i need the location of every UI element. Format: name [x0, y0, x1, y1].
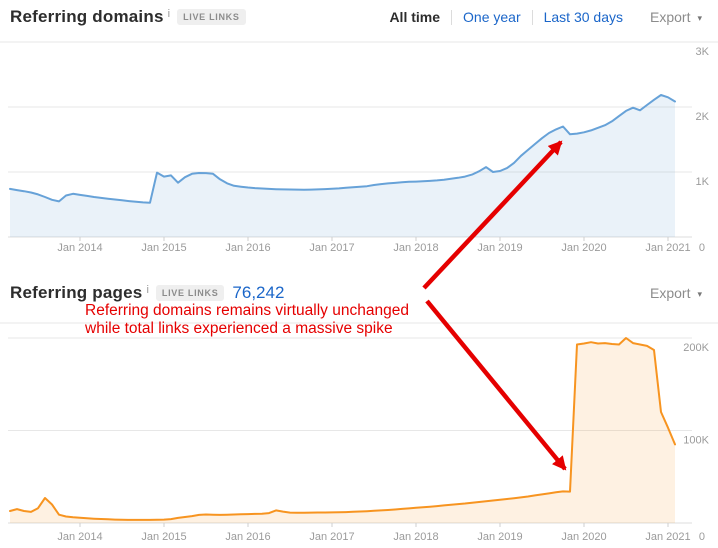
svg-text:Jan 2021: Jan 2021: [645, 531, 690, 543]
svg-text:3K: 3K: [696, 46, 710, 58]
chart-controls: All time One year Last 30 days Export ▾: [389, 9, 702, 25]
annotation-line-1: Referring domains remains virtually unch…: [85, 302, 409, 319]
referring-domains-header: Referring domains i LIVE LINKS All time …: [0, 3, 718, 31]
svg-text:Jan 2019: Jan 2019: [477, 242, 522, 254]
svg-text:Jan 2018: Jan 2018: [393, 531, 438, 543]
annotation-text: Referring domains remains virtually unch…: [85, 302, 409, 338]
svg-text:0: 0: [699, 242, 705, 254]
export-label: Export: [650, 9, 691, 25]
info-icon[interactable]: i: [146, 284, 149, 296]
svg-text:Jan 2021: Jan 2021: [645, 242, 690, 254]
referring-pages-title-group: Referring pages i LIVE LINKS 76,242: [10, 283, 284, 303]
svg-text:Jan 2014: Jan 2014: [57, 242, 102, 254]
referring-pages-chart[interactable]: 200K 100K Jan 2014 Jan 2015 Jan 2016 Jan 2017…: [0, 318, 718, 548]
live-links-badge: LIVE LINKS: [177, 9, 246, 25]
caret-down-icon: ▾: [697, 288, 702, 299]
chart-controls: Export ▾: [623, 285, 702, 301]
caret-down-icon: ▾: [697, 12, 702, 23]
svg-text:0: 0: [699, 531, 705, 543]
svg-text:Jan 2016: Jan 2016: [225, 242, 270, 254]
svg-text:Jan 2018: Jan 2018: [393, 242, 438, 254]
svg-text:Jan 2017: Jan 2017: [309, 242, 354, 254]
range-last-30-days[interactable]: Last 30 days: [543, 9, 623, 25]
referring-domains-title: Referring domains: [10, 7, 164, 26]
referring-domains-title-group: Referring domains i LIVE LINKS: [10, 7, 246, 27]
referring-pages-count[interactable]: 76,242: [232, 283, 285, 302]
range-all-time[interactable]: All time: [389, 9, 441, 25]
live-links-badge: LIVE LINKS: [155, 285, 225, 301]
svg-text:100K: 100K: [683, 435, 709, 447]
referring-pages-title: Referring pages: [10, 283, 143, 302]
export-button[interactable]: Export ▾: [650, 285, 702, 301]
svg-text:Jan 2020: Jan 2020: [561, 242, 606, 254]
divider: [451, 9, 453, 25]
svg-text:Jan 2014: Jan 2014: [57, 531, 102, 543]
svg-text:Jan 2015: Jan 2015: [141, 531, 186, 543]
svg-text:Jan 2016: Jan 2016: [225, 531, 270, 543]
export-button[interactable]: Export ▾: [650, 9, 702, 25]
annotation-line-2: while total links experienced a massive …: [85, 320, 393, 337]
divider: [531, 9, 533, 25]
export-label: Export: [650, 285, 691, 301]
svg-text:Jan 2017: Jan 2017: [309, 531, 354, 543]
svg-text:Jan 2015: Jan 2015: [141, 242, 186, 254]
svg-text:200K: 200K: [683, 342, 709, 354]
svg-text:2K: 2K: [696, 111, 710, 123]
info-icon[interactable]: i: [167, 8, 171, 20]
svg-text:Jan 2019: Jan 2019: [477, 531, 522, 543]
svg-text:1K: 1K: [696, 176, 710, 188]
referring-pages-header: Referring pages i LIVE LINKS 76,242 Expo…: [0, 279, 718, 307]
svg-text:Jan 2020: Jan 2020: [561, 531, 606, 543]
referring-domains-chart[interactable]: 3K 2K 1K Jan 2014 Jan 2015 Jan 2016 Jan 2017 Ja…: [0, 32, 718, 264]
range-one-year[interactable]: One year: [463, 9, 521, 25]
